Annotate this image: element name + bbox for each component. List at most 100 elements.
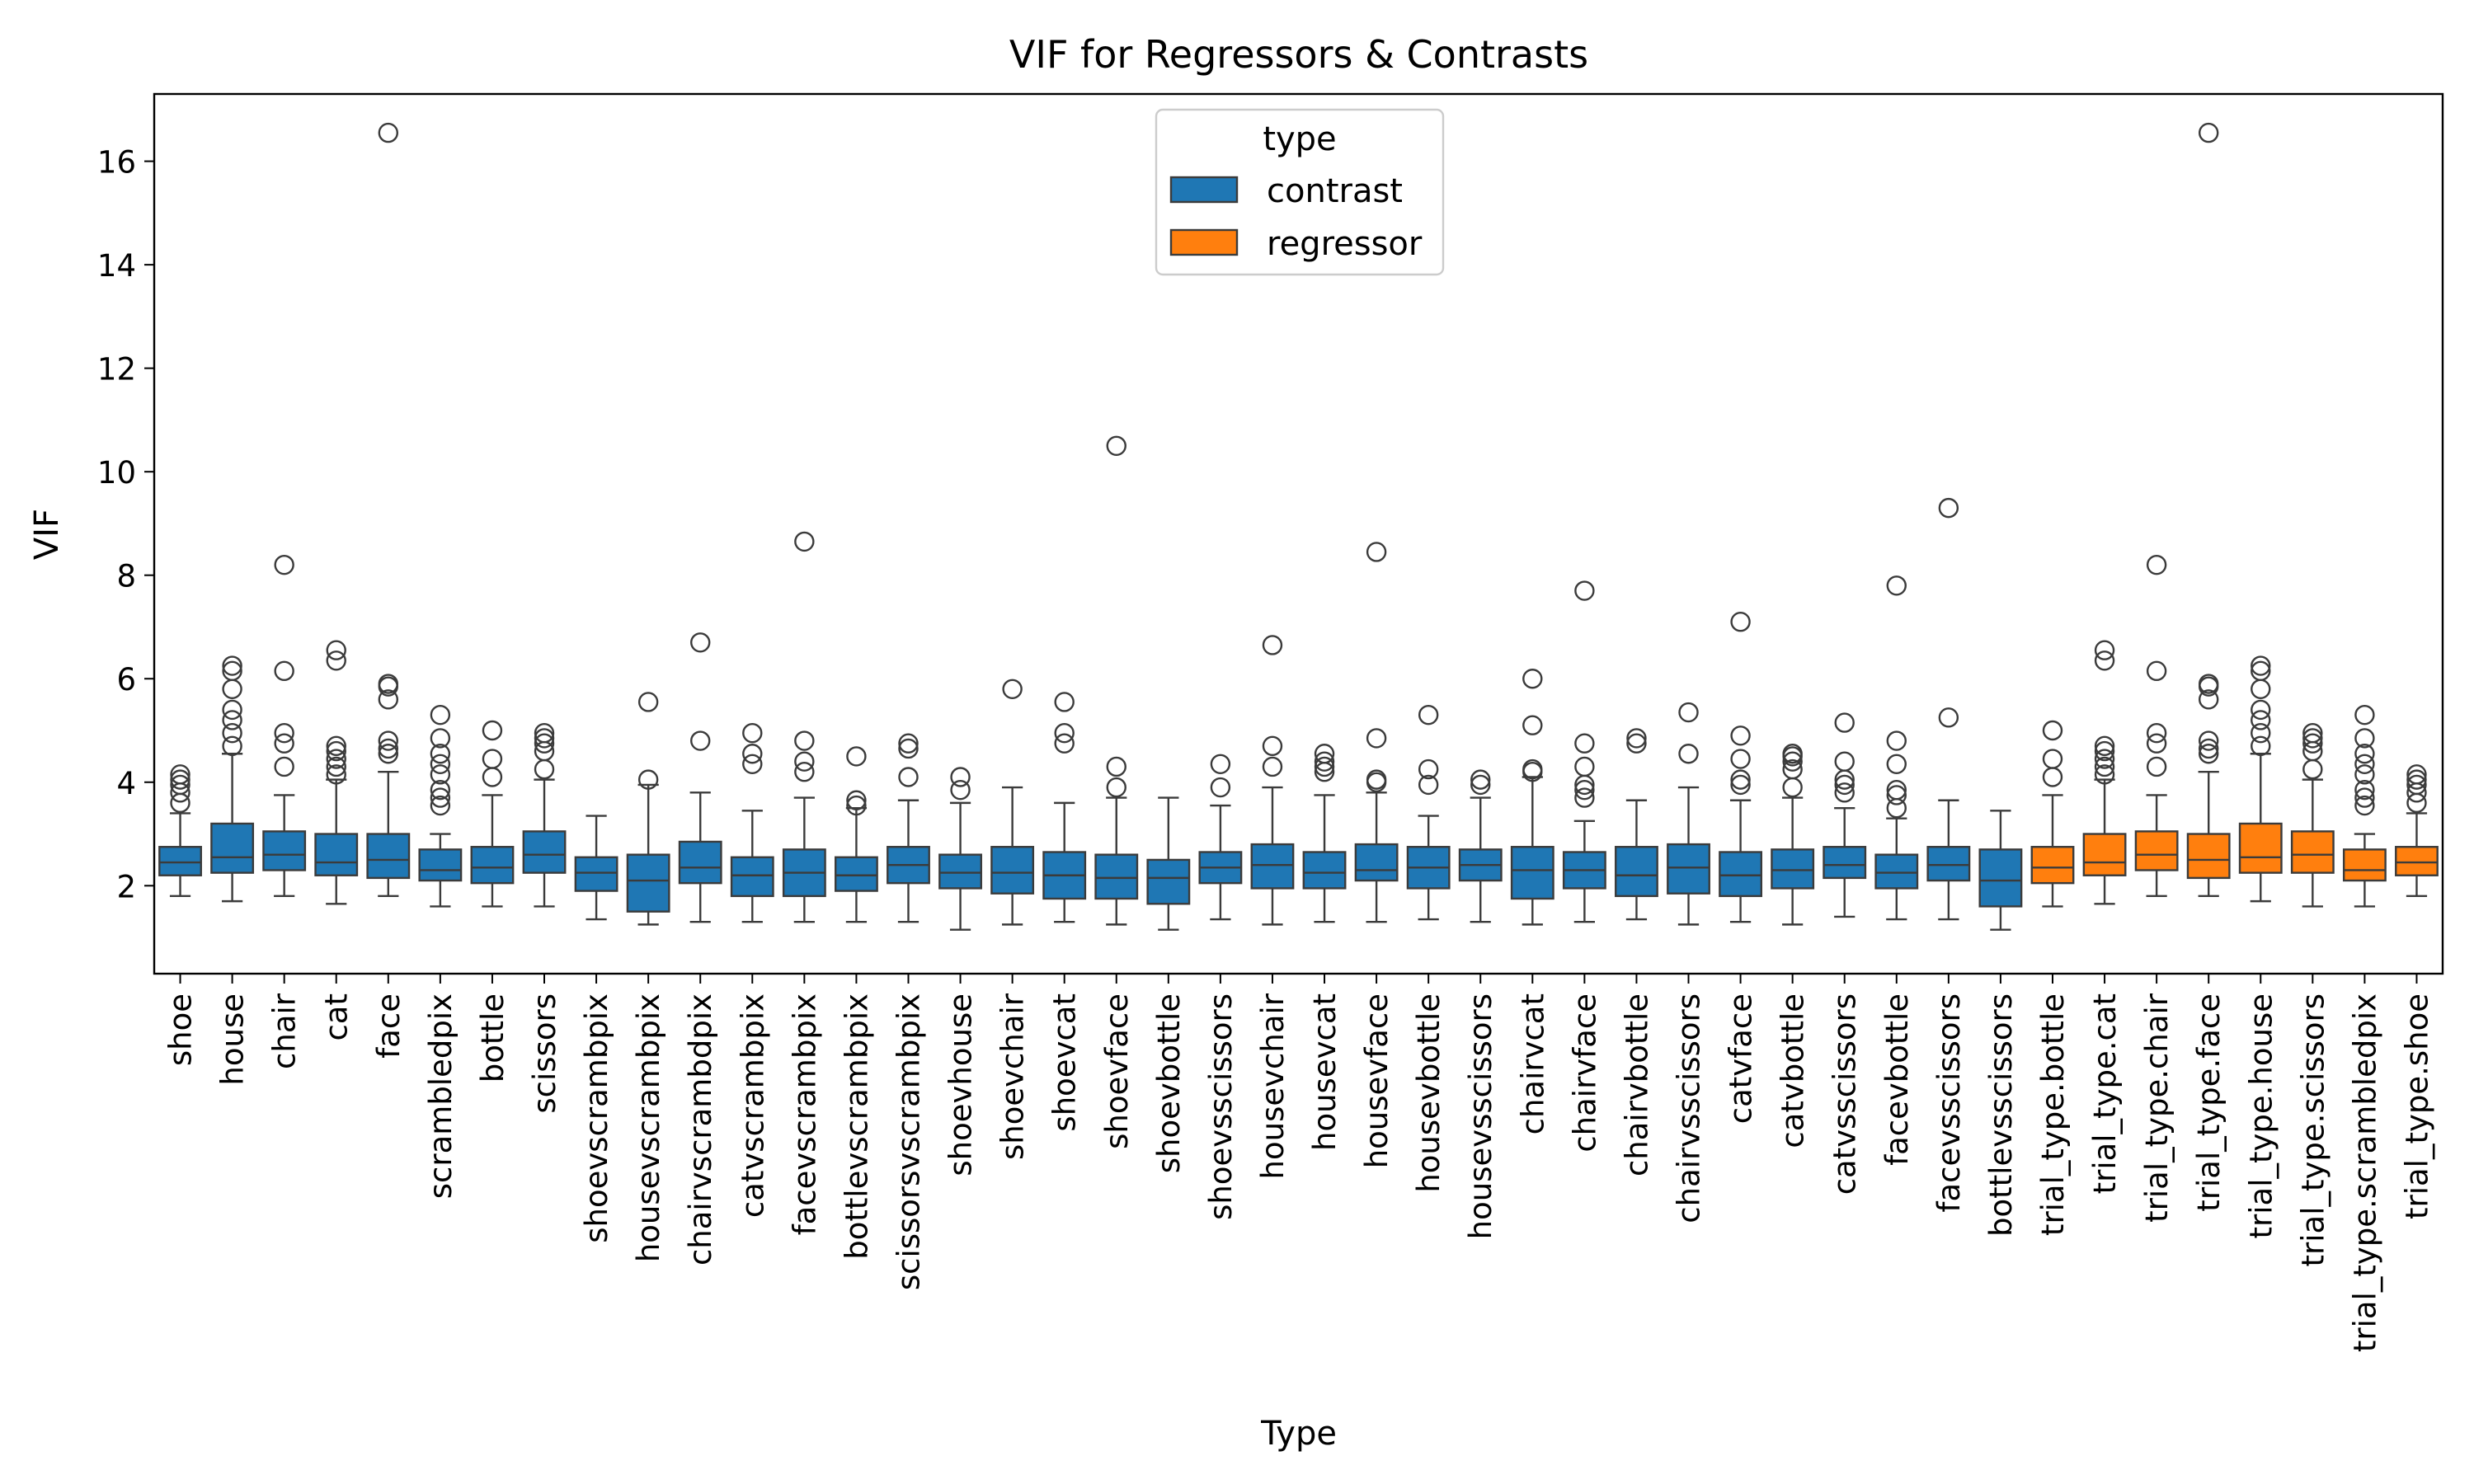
x-tick-label: bottle	[475, 993, 510, 1082]
outlier-point	[1834, 774, 1855, 796]
outlier-point	[846, 746, 867, 767]
outlier-point	[430, 744, 451, 764]
outlier-point	[950, 779, 971, 801]
outlier-point	[1574, 756, 1595, 777]
outlier-point	[1210, 754, 1231, 775]
legend-title: type	[1263, 120, 1336, 158]
outlier-point	[326, 749, 346, 769]
box-group	[1250, 635, 1295, 926]
outlier-point	[1730, 726, 1751, 746]
y-tick-label: 14	[97, 248, 136, 284]
box-iqr	[2342, 848, 2387, 882]
outlier-point	[2251, 655, 2271, 676]
outlier-point	[274, 756, 294, 777]
outlier-point	[1886, 730, 1907, 751]
box-iqr	[2290, 830, 2335, 874]
outlier-point	[1418, 774, 1439, 796]
outlier-point	[1730, 749, 1751, 769]
box-group	[2030, 720, 2075, 908]
outlier-point	[326, 740, 346, 762]
outlier-point	[326, 756, 346, 777]
outlier-point	[2354, 728, 2375, 749]
outlier-point	[1574, 733, 1595, 754]
y-axis-label: VIF	[28, 509, 66, 560]
outlier-point	[326, 650, 346, 671]
outlier-point	[274, 660, 294, 682]
x-tick-label: shoevsscissors	[1203, 993, 1239, 1220]
y-axis: 2 4 6 8 10 12 14 16	[97, 145, 154, 904]
x-tick-label: catvscrambpix	[735, 993, 770, 1218]
x-tick-label: face	[371, 993, 407, 1059]
outlier-point	[1106, 777, 1126, 798]
box-iqr	[834, 856, 878, 892]
box-group	[262, 554, 307, 898]
outlier-point	[1938, 497, 1959, 519]
outlier-point	[378, 689, 399, 710]
box-iqr	[1978, 848, 2023, 908]
box-group	[1146, 796, 1191, 931]
outlier-point	[2406, 774, 2427, 796]
outlier-point	[1210, 777, 1231, 798]
outlier-point	[1626, 733, 1647, 754]
x-tick-label: chair	[267, 993, 303, 1069]
box-group	[1771, 744, 1815, 926]
box-iqr	[1094, 853, 1139, 900]
x-tick-label: shoevscrambpix	[579, 993, 614, 1243]
box-group	[1354, 542, 1399, 923]
x-tick-label: cat	[319, 993, 355, 1041]
outlier-point	[1418, 704, 1439, 726]
box-iqr	[2082, 833, 2127, 876]
outlier-point	[482, 749, 503, 769]
x-axis: shoe house chair cat face scrambledpix bottle s…	[163, 974, 2434, 1352]
outlier-point	[1834, 782, 1855, 803]
outlier-point	[1730, 612, 1751, 632]
box-iqr	[1510, 846, 1554, 900]
x-tick-label: chairvface	[1567, 993, 1602, 1153]
box-group	[1667, 702, 1710, 926]
y-tick-label: 2	[116, 869, 136, 904]
chart-title: VIF for Regressors & Contrasts	[1009, 32, 1588, 77]
outlier-point	[742, 722, 763, 744]
x-tick-label: housevchair	[1255, 993, 1291, 1179]
outlier-point	[1678, 744, 1699, 764]
outlier-point	[2198, 689, 2219, 710]
outlier-point	[794, 531, 815, 552]
box-iqr	[522, 830, 567, 874]
x-tick-label: shoevface	[1099, 993, 1135, 1149]
x-tick-label: chairvscrambdpix	[683, 993, 718, 1266]
outlier-point	[2094, 764, 2115, 785]
outlier-point	[1886, 575, 1907, 596]
outlier-point	[1054, 692, 1075, 712]
outlier-point	[1886, 754, 1907, 775]
box-iqr	[210, 822, 255, 874]
box-iqr	[1302, 851, 1347, 890]
x-tick-label: housevcat	[1307, 993, 1343, 1151]
outlier-point	[2354, 795, 2375, 816]
legend-swatch-contrast	[1169, 176, 1239, 204]
box-iqr	[938, 853, 982, 890]
outlier-point	[2302, 733, 2323, 754]
outlier-point	[2354, 779, 2375, 801]
x-tick-label: scissorsvscrambpix	[891, 993, 926, 1290]
outlier-point	[637, 769, 659, 790]
outlier-point	[742, 754, 763, 775]
outlier-point	[1782, 751, 1803, 772]
box-iqr	[2134, 830, 2179, 871]
outlier-point	[1782, 744, 1803, 764]
box-iqr	[626, 853, 670, 913]
x-tick-label: chairvcat	[1515, 993, 1550, 1134]
outlier-point	[430, 728, 451, 749]
outlier-point	[378, 674, 399, 694]
x-tick-label: housevbottle	[1411, 993, 1446, 1193]
x-tick-label: housevface	[1359, 993, 1395, 1168]
y-tick-label: 6	[116, 662, 136, 697]
box-group	[1458, 769, 1503, 923]
x-tick-label: trial_type.shoe	[2399, 993, 2434, 1219]
outlier-point	[846, 790, 867, 810]
box-group	[158, 764, 202, 898]
outlier-point	[274, 733, 294, 754]
legend-swatch-regressor	[1169, 228, 1239, 256]
x-tick-label: shoevbottle	[1151, 993, 1187, 1173]
box-group	[2134, 554, 2179, 898]
